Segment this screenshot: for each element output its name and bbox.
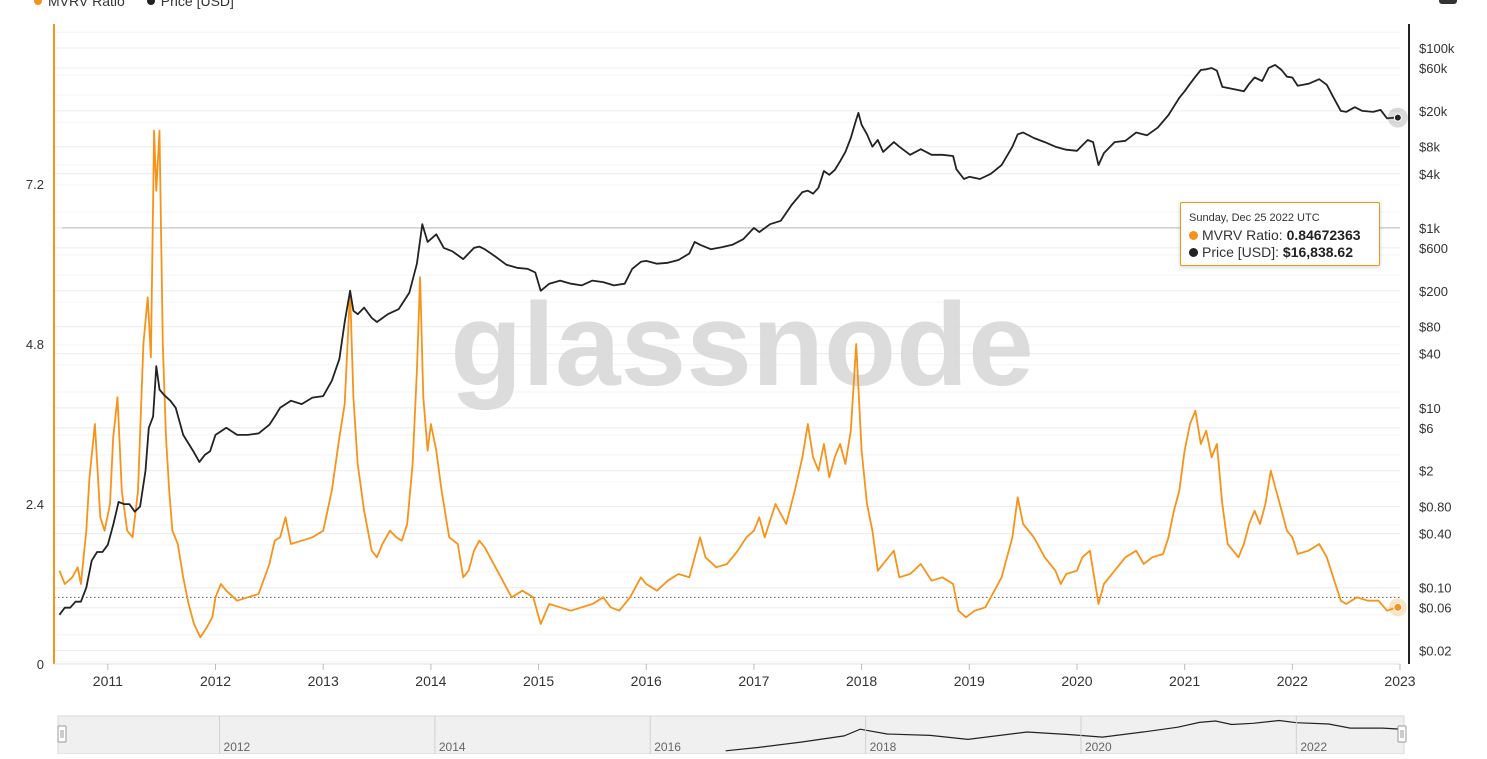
tooltip-mvrv-value: 0.84672363 — [1286, 227, 1361, 243]
tooltip-price-label: Price [USD]: — [1202, 244, 1280, 260]
y-right-tick-label: $8k — [1419, 140, 1440, 155]
x-tick-label: 2023 — [1384, 673, 1415, 689]
y-right-tick-label: $0.10 — [1419, 581, 1452, 596]
x-axis-ticks: 2011 2012 2013 2014 2015 2016 2017 2018 2019 2020… — [93, 664, 1416, 689]
y-right-tick-label: $100k — [1419, 41, 1455, 56]
x-tick-label: 2014 — [415, 673, 446, 689]
y-right-tick-label: $80 — [1419, 320, 1441, 335]
x-tick-label: 2021 — [1169, 673, 1200, 689]
x-tick-label: 2013 — [308, 673, 339, 689]
y-left-tick-label: 7.2 — [26, 177, 44, 192]
x-tick-label: 2017 — [738, 673, 769, 689]
y-right-tick-label: $200 — [1419, 284, 1448, 299]
range-navigator[interactable]: 2012 2014 2016 2018 2020 2022 — [57, 715, 1407, 755]
x-tick-label: 2022 — [1277, 673, 1308, 689]
y-right-tick-label: $20k — [1419, 104, 1448, 119]
mvrv-hover-point — [1393, 602, 1403, 612]
x-tick-label: 2015 — [523, 673, 554, 689]
legend-price-dot — [146, 0, 155, 5]
series-layer — [54, 64, 1400, 639]
y-axis-left-ticks: 0 2.4 4.8 7.2 — [26, 177, 44, 672]
y-right-tick-label: $0.80 — [1419, 500, 1452, 515]
x-tick-label: 2016 — [631, 673, 662, 689]
x-tick-label: 2012 — [200, 673, 231, 689]
y-right-tick-label: $60k — [1419, 61, 1448, 76]
legend-mvrv-label: MVRV Ratio — [48, 0, 125, 9]
hover-tooltip: Sunday, Dec 25 2022 UTC MVRV Ratio: 0.84… — [1180, 202, 1380, 266]
legend-mvrv-dot — [34, 0, 42, 5]
x-tick-label: 2018 — [846, 673, 877, 689]
x-tick-label: 2020 — [1061, 673, 1092, 689]
y-right-tick-label: $10 — [1419, 401, 1441, 416]
y-left-tick-label: 0 — [37, 657, 44, 672]
y-right-tick-label: $0.40 — [1419, 527, 1452, 542]
y-right-tick-label: $600 — [1419, 241, 1448, 256]
hover-markers — [1387, 107, 1408, 617]
navigator-handle-right[interactable] — [1397, 725, 1407, 743]
y-left-tick-label: 4.8 — [26, 337, 44, 352]
navigator-label: 2018 — [870, 740, 897, 754]
x-tick-label: 2011 — [93, 673, 123, 689]
legend-item-mvrv[interactable]: MVRV Ratio — [34, 0, 125, 9]
navigator-track — [58, 716, 1404, 754]
y-right-tick-label: $0.06 — [1419, 601, 1452, 616]
axes — [53, 24, 1410, 665]
tooltip-mvrv-dot — [1189, 231, 1198, 240]
tooltip-date: Sunday, Dec 25 2022 UTC — [1189, 212, 1320, 224]
navigator-label: 2016 — [654, 740, 681, 754]
y-right-tick-label: $1k — [1419, 221, 1440, 236]
mvrv-ratio-line — [58, 129, 1398, 639]
tooltip-row-price: Price [USD]: $16,838.62 — [1189, 244, 1371, 261]
legend-item-price[interactable]: Price [USD] — [146, 0, 234, 9]
navigator-label: 2022 — [1300, 740, 1327, 754]
grid-lines — [54, 31, 1400, 663]
tooltip-price-value: $16,838.62 — [1282, 244, 1353, 260]
watermark: glassnode — [450, 279, 1034, 411]
y-right-tick-label: $2 — [1419, 464, 1433, 479]
tooltip-row-mvrv: MVRV Ratio: 0.84672363 — [1189, 227, 1371, 244]
y-right-tick-label: $0.02 — [1419, 644, 1452, 659]
navigator-handle-left[interactable] — [57, 725, 67, 743]
plot-area — [54, 24, 1400, 664]
camera-icon[interactable] — [1439, 0, 1457, 4]
x-tick-label: 2019 — [954, 673, 985, 689]
navigator-label: 2020 — [1085, 740, 1112, 754]
y-right-tick-label: $40 — [1419, 347, 1441, 362]
y-right-tick-label: $6 — [1419, 421, 1433, 436]
legend: MVRV Ratio Price [USD] — [34, 0, 234, 9]
y-left-tick-label: 2.4 — [26, 497, 44, 512]
navigator-series-line — [725, 719, 1402, 752]
tooltip-mvrv-label: MVRV Ratio: — [1202, 227, 1283, 243]
y-right-tick-label: $4k — [1419, 167, 1440, 182]
price-usd-line — [58, 64, 1398, 616]
y-axis-right-ticks: $100k $60k $20k $8k $4k $1k $600 $200 $80 $40 $10 $… — [1419, 41, 1455, 659]
legend-price-label: Price [USD] — [160, 0, 234, 9]
navigator-label: 2014 — [439, 740, 466, 754]
navigator-label: 2012 — [224, 740, 251, 754]
price-hover-point — [1393, 113, 1402, 122]
tooltip-price-dot — [1189, 248, 1198, 257]
